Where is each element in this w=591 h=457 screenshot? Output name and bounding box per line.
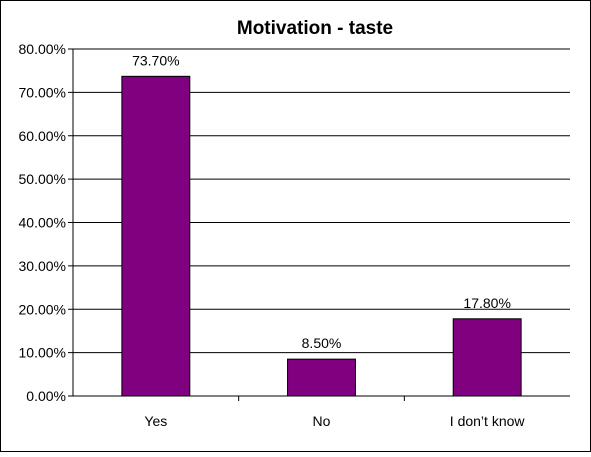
y-tick-label: 0.00%: [26, 388, 66, 404]
y-tick-label: 10.00%: [19, 345, 66, 361]
x-tick-label: Yes: [144, 413, 167, 429]
y-tick-label: 20.00%: [19, 301, 66, 317]
x-tick-label: No: [313, 413, 331, 429]
y-tick-label: 70.00%: [19, 84, 66, 100]
chart-title: Motivation - taste: [237, 18, 393, 39]
y-tick-label: 80.00%: [19, 41, 66, 57]
bar: [287, 358, 356, 397]
bars: [121, 75, 522, 397]
data-label: 73.70%: [132, 52, 179, 68]
y-tick-label: 60.00%: [19, 128, 66, 144]
axes: [68, 48, 570, 401]
bar: [452, 318, 522, 397]
data-label: 17.80%: [463, 295, 510, 311]
y-tick-label: 50.00%: [19, 171, 66, 187]
data-label: 8.50%: [302, 335, 342, 351]
y-tick-label: 30.00%: [19, 258, 66, 274]
labels: 0.00% 10.00% 20.00% 30.00% 40.00% 50.00% 60.00…: [19, 41, 526, 429]
bar: [121, 75, 191, 397]
x-tick-label: I don’t know: [450, 413, 526, 429]
y-tick-label: 40.00%: [19, 215, 66, 231]
